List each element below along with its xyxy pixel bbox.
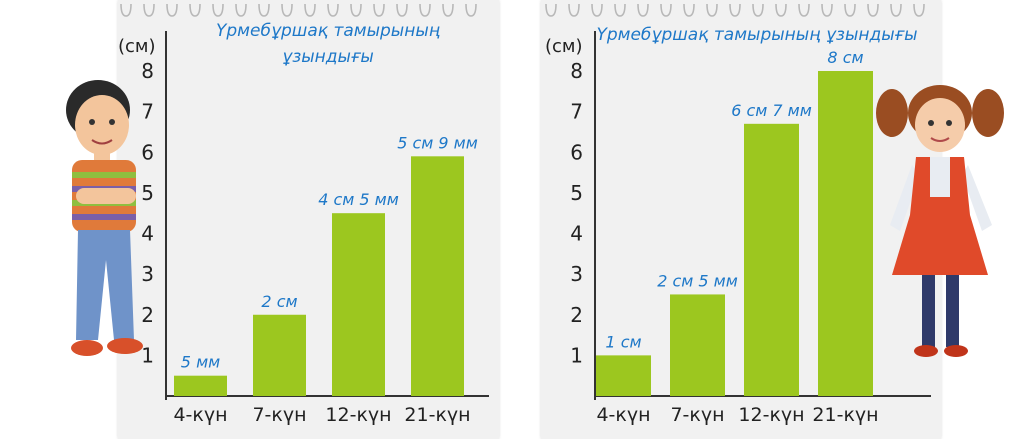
spiral-ring-icon — [465, 3, 477, 17]
spiral-ring-icon — [212, 3, 224, 17]
spiral-ring-icon — [591, 3, 603, 17]
spiral-ring-icon — [660, 3, 672, 17]
y-tick-label: 6 — [570, 140, 583, 164]
spiral-ring-icon — [775, 3, 787, 17]
y-tick-label: 2 — [141, 303, 154, 327]
spiral-ring-icon — [258, 3, 270, 17]
y-axis-unit-label: (см) — [118, 36, 156, 57]
x-category-label: 12-күн — [325, 404, 391, 426]
bar-value-label: 2 см 5 мм — [657, 271, 738, 290]
bar-value-label: 6 см 7 мм — [731, 101, 812, 120]
y-axis-unit-label: (см) — [545, 36, 583, 57]
spiral-ring-icon — [568, 3, 580, 17]
spiral-ring-icon — [373, 3, 385, 17]
y-tick-label: 6 — [141, 140, 154, 164]
y-tick-label: 8 — [141, 59, 154, 83]
spiral-ring-icon — [752, 3, 764, 17]
spiral-ring-icon — [729, 3, 741, 17]
x-category-label: 7-күн — [670, 404, 724, 426]
y-tick-label: 5 — [141, 181, 154, 205]
spiral-ring-icon — [189, 3, 201, 17]
y-tick-label: 3 — [570, 262, 583, 286]
spiral-ring-icon — [614, 3, 626, 17]
spiral-ring-icon — [683, 3, 695, 17]
spiral-ring-icon — [396, 3, 408, 17]
spiral-ring-icon — [913, 3, 925, 17]
y-tick-label: 7 — [141, 100, 154, 124]
bar — [818, 71, 873, 396]
spiral-ring-icon — [637, 3, 649, 17]
chart-title: Үрмебұршақ тамырының ұзындығы — [596, 25, 917, 45]
bar — [744, 123, 799, 396]
bar-value-label: 1 см — [605, 332, 641, 351]
girl-illustration-icon — [876, 85, 1004, 357]
y-tick-label: 2 — [570, 303, 583, 327]
spiral-ring-icon — [281, 3, 293, 17]
spiral-ring-icon — [867, 3, 879, 17]
bar-value-label: 2 см — [261, 292, 297, 311]
chart-title: Үрмебұршақ тамырының — [216, 21, 440, 41]
spiral-ring-icon — [890, 3, 902, 17]
y-tick-label: 8 — [570, 59, 583, 83]
spiral-ring-icon — [166, 3, 178, 17]
spiral-ring-icon — [143, 3, 155, 17]
x-category-label: 7-күн — [252, 404, 306, 426]
bar-value-label: 8 см — [827, 48, 863, 67]
left-bar-chart: Үрмебұршақ тамырының ұзындығы (см) 1 2 3 4 5 6 7 8… — [118, 3, 489, 426]
spiral-ring-icon — [798, 3, 810, 17]
bar-value-label: 5 мм — [181, 353, 220, 372]
y-tick-label: 7 — [570, 100, 583, 124]
spiral-ring-icon — [844, 3, 856, 17]
bar — [332, 213, 385, 396]
x-category-label: 4-күн — [596, 404, 650, 426]
x-category-label: 21-күн — [812, 404, 878, 426]
spiral-ring-icon — [821, 3, 833, 17]
spiral-ring-icon — [235, 3, 247, 17]
x-category-label: 21-күн — [404, 404, 470, 426]
bar — [174, 375, 227, 396]
boy-illustration-icon — [66, 80, 143, 356]
y-tick-label: 5 — [570, 181, 583, 205]
left-chart-panel: Үрмебұршақ тамырының ұзындығы (см) 1 2 3 4 5 6 7 8… — [118, 0, 499, 439]
bar — [670, 294, 725, 396]
x-category-label: 12-күн — [738, 404, 804, 426]
right-bar-chart: Үрмебұршақ тамырының ұзындығы (см) 1 2 3 4 5 6 7… — [545, 3, 931, 426]
spiral-ring-icon — [350, 3, 362, 17]
bar — [253, 314, 306, 396]
spiral-ring-icon — [706, 3, 718, 17]
spiral-ring-icon — [327, 3, 339, 17]
spiral-ring-icon — [442, 3, 454, 17]
y-tick-label: 1 — [141, 343, 154, 367]
right-chart-panel: Үрмебұршақ тамырының ұзындығы (см) 1 2 3 4 5 6 7… — [541, 0, 941, 439]
bar-value-label: 5 см 9 мм — [397, 133, 478, 152]
spiral-ring-icon — [419, 3, 431, 17]
y-tick-label: 4 — [570, 222, 583, 246]
y-tick-label: 4 — [141, 222, 154, 246]
bar — [596, 355, 651, 396]
chart-title: ұзындығы — [282, 47, 374, 67]
bar — [411, 156, 464, 396]
y-tick-label: 3 — [141, 262, 154, 286]
bar-value-label: 4 см 5 мм — [318, 190, 399, 209]
y-tick-label: 1 — [570, 343, 583, 367]
spiral-ring-icon — [304, 3, 316, 17]
x-category-label: 4-күн — [173, 404, 227, 426]
spiral-ring-icon — [545, 3, 557, 17]
spiral-ring-icon — [120, 3, 132, 17]
